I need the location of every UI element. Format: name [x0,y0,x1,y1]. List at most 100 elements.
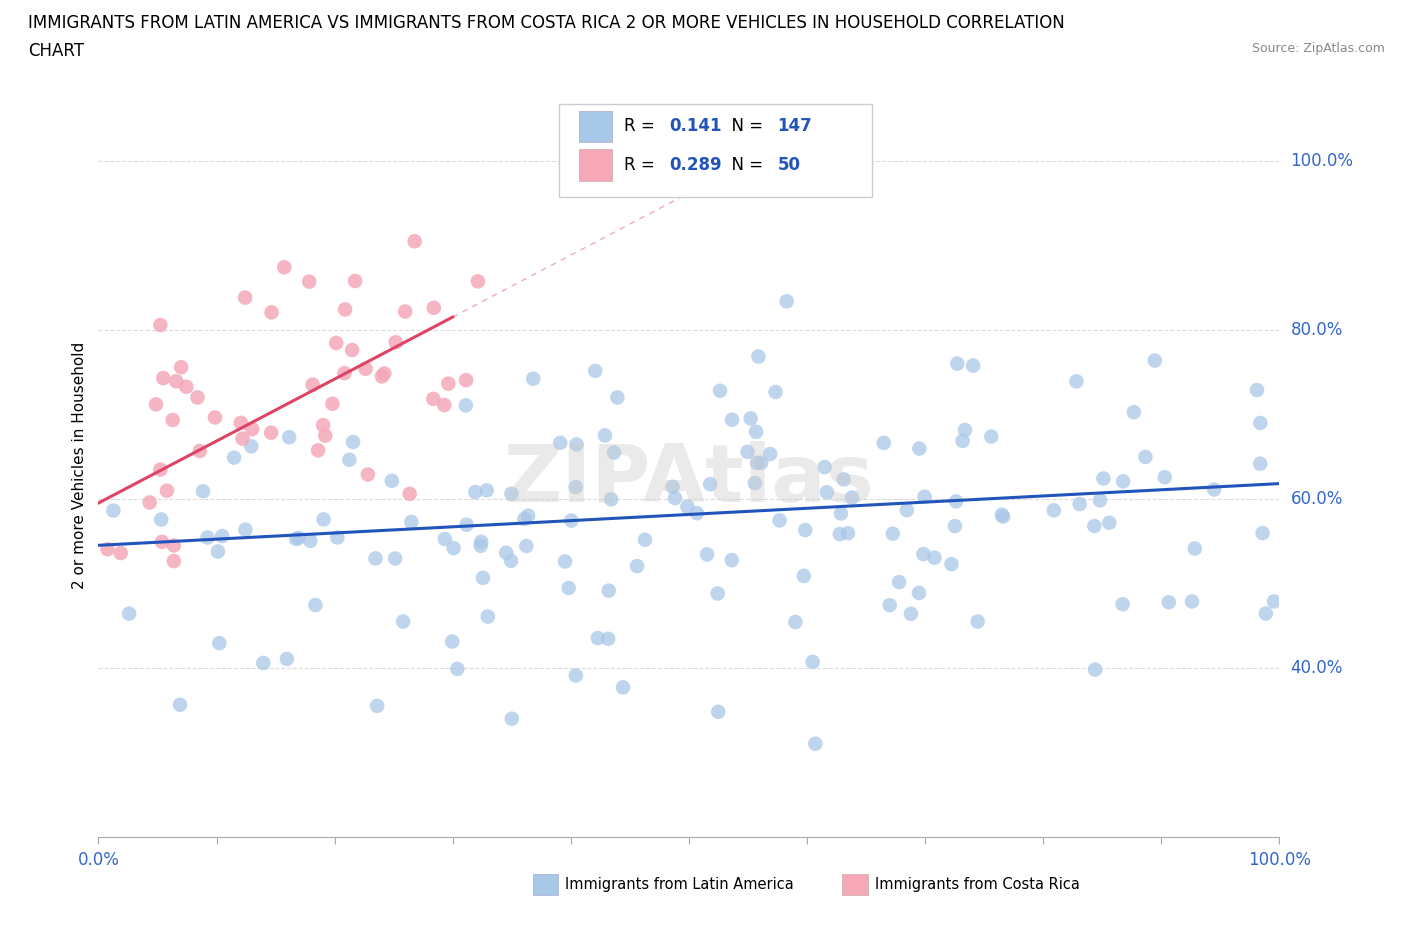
Point [321,396,343,411]
Point [879,598,901,613]
Point [721,412,744,427]
Point [794,523,817,538]
Point [260,425,283,440]
Point [197,530,219,545]
Point [814,459,837,474]
Text: Immigrants from Latin America: Immigrants from Latin America [565,877,794,892]
Text: R =: R = [624,117,659,136]
Point [96,542,118,557]
Point [433,398,456,413]
Point [207,544,229,559]
Point [499,553,522,568]
Point [501,486,523,501]
Point [170,360,193,375]
Point [394,304,416,319]
Point [765,385,787,400]
Point [150,512,173,527]
Point [759,446,782,461]
Point [593,428,616,443]
Point [548,435,571,450]
Point [1181,594,1204,609]
Point [278,430,301,445]
Point [841,490,863,505]
Point [924,551,946,565]
Point [815,485,838,499]
Point [980,429,1002,444]
Point [1122,405,1144,419]
Point [908,441,931,456]
Point [470,538,492,553]
Point [325,336,347,351]
Point [381,473,404,488]
Point [437,377,460,392]
Point [706,586,728,601]
Point [661,479,683,494]
Point [896,503,918,518]
Point [749,456,772,471]
Point [557,580,579,595]
Text: Source: ZipAtlas.com: Source: ZipAtlas.com [1251,42,1385,55]
Point [804,737,827,751]
Point [606,390,628,405]
Point [366,698,388,713]
Point [371,369,394,384]
Point [446,661,468,676]
Point [454,398,477,413]
Point [364,551,387,565]
Point [229,416,252,431]
Point [312,512,335,526]
Point [882,526,904,541]
Point [952,433,974,448]
Point [304,598,326,613]
Text: ZIPAtlas: ZIPAtlas [503,441,875,519]
Point [737,445,759,459]
Point [156,484,179,498]
Point [477,609,499,624]
Point [298,274,321,289]
Point [946,356,969,371]
Y-axis label: 2 or more Vehicles in Household: 2 or more Vehicles in Household [72,341,87,589]
Text: 80.0%: 80.0% [1291,321,1343,339]
Point [1069,497,1091,512]
Point [176,379,198,394]
Text: 0.289: 0.289 [669,156,721,174]
Point [118,606,141,621]
Point [443,540,465,555]
Point [747,349,769,364]
Point [344,273,367,288]
Point [333,302,356,317]
Point [373,366,395,381]
Point [565,668,588,683]
Point [467,274,489,289]
Point [676,499,699,514]
Point [307,443,329,458]
Point [1249,416,1271,431]
Point [314,428,336,443]
Point [287,530,309,545]
Point [900,606,922,621]
Point [707,704,730,719]
Point [991,508,1014,523]
Point [475,483,498,498]
Text: N =: N = [721,117,768,136]
Point [517,508,540,523]
Point [873,435,896,450]
Point [260,305,283,320]
Point [564,480,586,495]
Point [342,434,364,449]
Point [699,477,721,492]
Point [354,362,377,377]
Point [340,342,363,357]
Point [914,489,936,504]
Point [110,546,132,561]
Point [454,373,477,388]
Point [301,378,323,392]
Point [299,534,322,549]
Point [103,503,125,518]
Point [276,652,298,667]
Point [204,410,226,425]
Point [740,411,762,426]
Point [560,513,582,528]
Point [233,290,256,305]
Point [404,233,426,248]
